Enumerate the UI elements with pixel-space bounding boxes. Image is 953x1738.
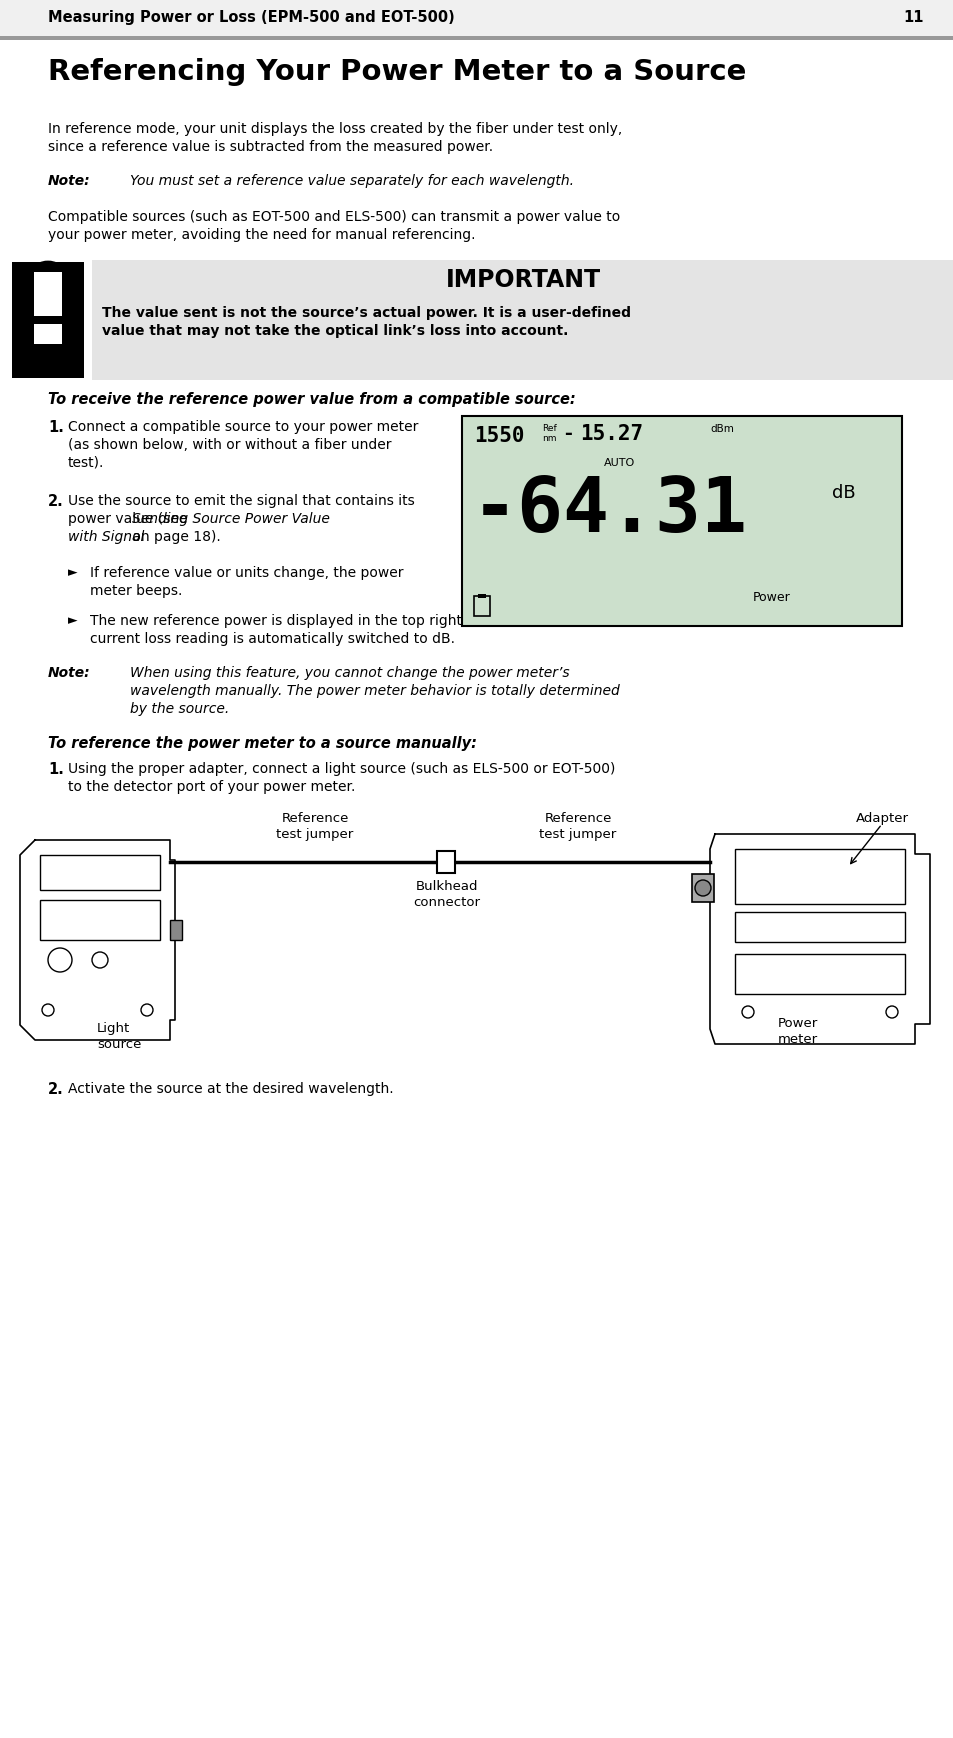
Text: ►: ►	[68, 567, 77, 579]
Bar	[461, 415, 901, 626]
Text: Note:: Note:	[48, 666, 91, 680]
Text: meter beeps.: meter beeps.	[90, 584, 182, 598]
Text: (as shown below, with or without a fiber under: (as shown below, with or without a fiber…	[68, 438, 391, 452]
Bar	[734, 912, 904, 942]
Bar	[436, 852, 455, 872]
Text: since a reference value is subtracted from the measured power.: since a reference value is subtracted fr…	[48, 141, 493, 155]
Text: Light: Light	[97, 1022, 131, 1036]
Text: Reference: Reference	[544, 812, 611, 826]
Text: You must set a reference value separately for each wavelength.: You must set a reference value separatel…	[130, 174, 574, 188]
Text: test jumper: test jumper	[538, 827, 616, 841]
Text: dB: dB	[831, 483, 855, 502]
Text: The value sent is not the source’s actual power. It is a user-defined: The value sent is not the source’s actua…	[102, 306, 630, 320]
Text: source: source	[97, 1038, 141, 1051]
Bar	[477, 594, 485, 598]
Bar	[474, 596, 490, 615]
Bar	[34, 273, 62, 316]
Text: Adapter: Adapter	[855, 812, 907, 826]
Text: Referencing Your Power Meter to a Source: Referencing Your Power Meter to a Source	[48, 57, 745, 85]
Text: Using the proper adapter, connect a light source (such as ELS-500 or EOT-500): Using the proper adapter, connect a ligh…	[68, 761, 615, 775]
Bar	[170, 919, 182, 940]
Text: ►: ►	[68, 614, 77, 627]
Text: with Signal: with Signal	[68, 530, 144, 544]
Text: Use the source to emit the signal that contains its: Use the source to emit the signal that c…	[68, 494, 415, 507]
Text: 2.: 2.	[48, 494, 64, 509]
Bar	[91, 261, 953, 381]
Text: Bulkhead: Bulkhead	[416, 879, 477, 893]
Text: Activate the source at the desired wavelength.: Activate the source at the desired wavel…	[68, 1083, 394, 1097]
Text: value that may not take the optical link’s loss into account.: value that may not take the optical link…	[102, 323, 568, 337]
Text: power value (see: power value (see	[68, 513, 192, 527]
Text: In reference mode, your unit displays the loss created by the fiber under test o: In reference mode, your unit displays th…	[48, 122, 621, 136]
Text: connector: connector	[413, 897, 480, 909]
Text: Ref: Ref	[541, 424, 557, 433]
Text: meter: meter	[778, 1032, 818, 1046]
Text: to the detector port of your power meter.: to the detector port of your power meter…	[68, 780, 355, 794]
Bar	[34, 323, 62, 344]
Text: To receive the reference power value from a compatible source:: To receive the reference power value fro…	[48, 393, 576, 407]
Text: -: -	[561, 424, 573, 443]
Circle shape	[695, 879, 710, 897]
Text: Sending Source Power Value: Sending Source Power Value	[132, 513, 330, 527]
Text: test).: test).	[68, 455, 104, 469]
Text: -64.31: -64.31	[472, 474, 747, 547]
Bar	[12, 262, 84, 377]
Text: nm: nm	[541, 434, 556, 443]
Text: your power meter, avoiding the need for manual referencing.: your power meter, avoiding the need for …	[48, 228, 475, 242]
Bar	[691, 874, 713, 902]
Text: If reference value or units change, the power: If reference value or units change, the …	[90, 567, 403, 580]
Text: IMPORTANT: IMPORTANT	[445, 268, 600, 292]
Text: AUTO: AUTO	[604, 459, 635, 468]
Text: To reference the power meter to a source manually:: To reference the power meter to a source…	[48, 735, 476, 751]
Text: Power: Power	[752, 591, 790, 605]
Bar	[40, 855, 160, 890]
Text: Power: Power	[778, 1017, 818, 1031]
Text: 15.27: 15.27	[579, 424, 642, 443]
Text: test jumper: test jumper	[276, 827, 354, 841]
Text: The new reference power is displayed in the top right corner (in dBm) and: The new reference power is displayed in …	[90, 614, 605, 627]
Text: current loss reading is automatically switched to dB.: current loss reading is automatically sw…	[90, 633, 455, 647]
Text: by the source.: by the source.	[130, 702, 229, 716]
Text: When using this feature, you cannot change the power meter’s: When using this feature, you cannot chan…	[130, 666, 569, 680]
Text: on page 18).: on page 18).	[128, 530, 220, 544]
Text: 1.: 1.	[48, 421, 64, 434]
Text: wavelength manually. The power meter behavior is totally determined: wavelength manually. The power meter beh…	[130, 685, 619, 699]
Bar	[734, 848, 904, 904]
Text: 11: 11	[902, 10, 923, 24]
Text: Connect a compatible source to your power meter: Connect a compatible source to your powe…	[68, 421, 418, 434]
Text: Compatible sources (such as EOT-500 and ELS-500) can transmit a power value to: Compatible sources (such as EOT-500 and …	[48, 210, 619, 224]
Text: Reference: Reference	[281, 812, 349, 826]
Text: 1.: 1.	[48, 761, 64, 777]
Text: dBm: dBm	[709, 424, 733, 434]
Text: 2.: 2.	[48, 1083, 64, 1097]
Text: 1550: 1550	[474, 426, 524, 447]
Bar	[40, 900, 160, 940]
Bar	[0, 36, 953, 40]
Text: Note:: Note:	[48, 174, 91, 188]
Bar	[0, 0, 953, 38]
Text: Measuring Power or Loss (EPM-500 and EOT-500): Measuring Power or Loss (EPM-500 and EOT…	[48, 10, 455, 24]
Bar	[734, 954, 904, 994]
